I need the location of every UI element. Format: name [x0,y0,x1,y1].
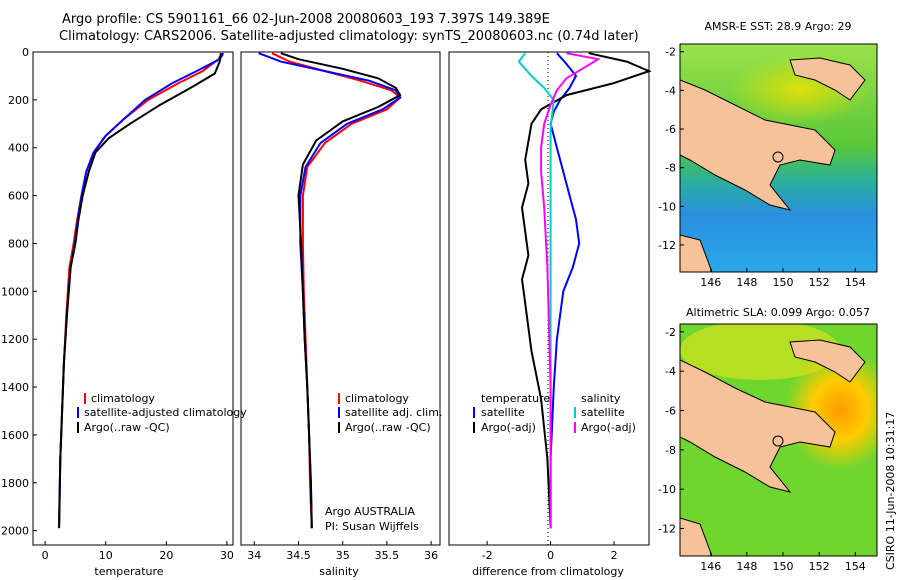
temperature-axes [32,51,234,546]
sla-yellow-patch [680,324,840,380]
temperature-profile-ytick-label-7: 1400 [1,381,29,394]
title-line-2: Climatology: CARS2006. Satellite-adjuste… [59,29,639,44]
difference-profile-series-1 [520,52,652,529]
temperature-legend-2: Argo(..raw -QC) [84,421,170,434]
sst-map-ytick-label-0: -2 [665,46,676,59]
salinity-legend-1: satellite adj. clim. [345,406,442,419]
salinity-profile-xtick-label-4: 36 [424,549,438,562]
sst-land-australia [680,234,713,272]
difference-legend: temperature satellite Argo(-adj) salinit… [473,392,636,434]
salinity-panel: 34 34.5 35 35.5 36 [240,51,441,562]
sst-map-xtick-label-2: 150 [773,276,794,289]
temperature-legend-0: climatology [91,392,155,405]
temperature-profile-ytick-label-9: 1800 [1,477,29,490]
sst-map-ytick-label-2: -6 [665,123,676,136]
temperature-legend-1: satellite-adjusted climatology [84,406,247,419]
salinity-annotation-1: PI: Susan Wijffels [325,520,419,533]
difference-xlabel: difference from climatology [472,565,624,578]
difference-profile-series-2 [517,52,555,529]
sst-map-xtick-label-3: 152 [809,276,830,289]
sla-map-ytick-label-3: -8 [665,444,676,457]
diff-legend-sal-0: satellite [581,406,625,419]
temperature-profile-ytick-label-8: 1600 [1,429,29,442]
salinity-xlabel: salinity [319,565,359,578]
sst-land-newbritain [789,57,866,101]
temperature-profile-ytick-label-6: 1200 [1,333,29,346]
temperature-profile-xtick-label-0: 0 [42,549,49,562]
salinity-legend-0: climatology [345,392,409,405]
sst-map-ytick-label-5: -12 [658,239,676,252]
salinity-legend-2: Argo(..raw -QC) [345,421,431,434]
salinity-profile-xtick-label-0: 34 [247,549,261,562]
difference-profile-xtick-label-0: -2 [482,549,493,562]
sla-map-title: Altimetric SLA: 0.099 Argo: 0.057 [686,306,870,319]
sst-map-xtick-label-4: 154 [845,276,866,289]
salinity-profile-series-1 [258,52,402,529]
sla-map: 146 148 150 152 154 -2 -4 -6 -8 -10 -12 Altimetric… [658,306,878,573]
diff-legend-temp-0: satellite [481,406,525,419]
sst-map-ytick-label-3: -8 [665,162,676,175]
diff-legend-temp-heading: temperature [481,392,550,405]
sst-map-xtick-label-1: 148 [736,276,757,289]
temperature-profile-ytick-label-0: 0 [22,46,29,59]
salinity-axes [240,51,441,546]
difference-profile-series-3 [540,52,601,529]
difference-panel: -2 0 2 [448,51,652,562]
salinity-profile-xtick-label-3: 35.5 [375,549,400,562]
sla-map-ytick-label-4: -10 [658,483,676,496]
temperature-profile-xtick-label-1: 10 [99,549,113,562]
temperature-profile-xtick-label-2: 20 [159,549,173,562]
salinity-profile-series-2 [280,52,402,529]
salinity-profile-series-0 [271,52,402,529]
difference-axes [448,51,650,546]
sla-map-xtick-label-3: 152 [809,560,830,573]
difference-profile-xtick-label-1: 0 [547,549,554,562]
temperature-legend: climatology satellite-adjusted climatolo… [77,392,247,434]
temperature-profile-ytick-label-4: 800 [8,237,29,250]
temperature-profile-series-0 [58,52,223,519]
salinity-legend: climatology satellite adj. clim. Argo(..… [325,392,442,533]
salinity-profile-xtick-label-1: 34.5 [286,549,311,562]
diff-legend-temp-1: Argo(-adj) [481,421,536,434]
temperature-profile-series-2 [58,53,222,529]
sla-land-australia [680,517,713,556]
salinity-profile-xtick-label-2: 35 [336,549,350,562]
sla-argo-marker [772,435,784,447]
title-line-1: Argo profile: CS 5901161_66 02-Jun-2008 … [62,12,550,27]
sla-map-ytick-label-2: -6 [665,405,676,418]
temperature-profile-xtick-label-3: 30 [220,549,234,562]
sla-map-ytick-label-1: -4 [665,365,676,378]
sst-argo-marker [772,151,784,163]
sst-map-title: AMSR-E SST: 28.9 Argo: 29 [704,20,851,33]
diff-legend-sal-1: Argo(-adj) [581,421,636,434]
difference-profile-xtick-label-2: 2 [611,549,618,562]
temperature-xlabel: temperature [94,565,163,578]
temperature-profile-ytick-label-10: 2000 [1,525,29,538]
sla-land-newbritain [789,339,866,383]
temperature-profile-ytick-label-5: 1000 [1,285,29,298]
sst-land-png [680,79,836,211]
temperature-profile-ytick-label-1: 200 [8,94,29,107]
sla-map-xtick-label-1: 148 [736,560,757,573]
temperature-panel: 0 10 20 30 0 200 400 600 800 1000 1200 1400 1600 1800… [1,46,234,562]
sla-map-xtick-label-4: 154 [845,560,866,573]
temperature-profile-ytick-label-3: 600 [8,190,29,203]
sla-land-png [680,359,836,493]
salinity-annotation-0: Argo AUSTRALIA [325,505,415,518]
sla-map-xtick-label-0: 146 [700,560,721,573]
sla-map-xtick-label-2: 150 [773,560,794,573]
difference-profile-series-0 [549,52,581,529]
temperature-profile-ytick-label-2: 400 [8,142,29,155]
sst-map-xtick-label-0: 146 [700,276,721,289]
diff-legend-sal-heading: salinity [581,392,621,405]
sla-map-ytick-label-0: -2 [665,326,676,339]
temperature-profile-series-1 [58,52,225,526]
sla-map-ytick-label-5: -12 [658,522,676,535]
sst-map-ytick-label-1: -4 [665,84,676,97]
sst-map-ytick-label-4: -10 [658,200,676,213]
sst-map: 146 148 150 152 154 -2 -4 -6 -8 -10 -12 AMSR-E SST… [658,20,878,289]
